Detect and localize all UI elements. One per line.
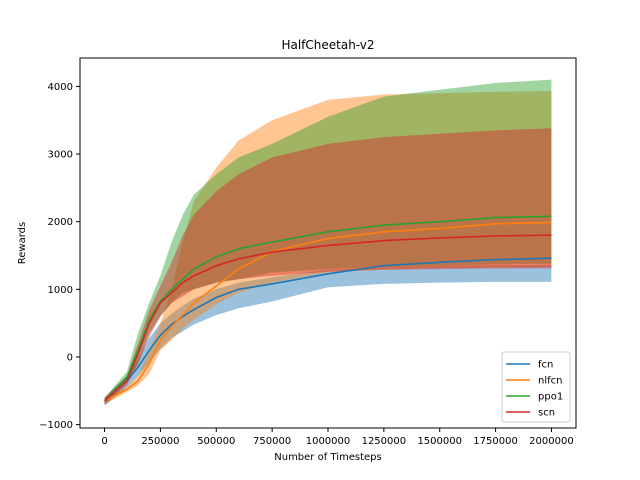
legend: fcn nlfcn ppo1 scn	[501, 351, 571, 423]
fcn-line	[104, 257, 552, 402]
y-tick-label: 3000	[48, 150, 73, 161]
x-tick-label: 1500000	[417, 436, 462, 447]
scn-band	[104, 128, 552, 405]
x-tick-label: 2000000	[529, 436, 574, 447]
y-axis-label: Rewards	[17, 222, 28, 264]
confidence-bands	[104, 79, 552, 406]
y-axis-ticks: −1000 0 1000 2000 3000 4000	[39, 82, 80, 431]
y-tick-label: 0	[67, 352, 73, 363]
x-tick-label: 750000	[253, 436, 291, 447]
x-tick-label: 1000000	[306, 436, 351, 447]
x-tick-label: 1750000	[473, 436, 518, 447]
series-lines	[104, 215, 552, 402]
fcn-band	[104, 265, 552, 406]
legend-label-nlfcn: nlfcn	[538, 376, 562, 387]
x-tick-label: 1250000	[362, 436, 407, 447]
y-tick-label: −1000	[39, 420, 73, 431]
x-tick-label: 500000	[197, 436, 235, 447]
y-tick-label: 1000	[48, 285, 73, 296]
y-tick-label: 4000	[48, 82, 73, 93]
nlfcn-band	[104, 91, 552, 405]
y-tick-label: 2000	[48, 217, 73, 228]
scn-line	[104, 234, 552, 402]
legend-label-fcn: fcn	[538, 360, 553, 371]
ppo1-band	[104, 79, 552, 405]
legend-label-ppo1: ppo1	[538, 392, 563, 403]
chart-title: HalfCheetah-v2	[281, 38, 374, 52]
legend-label-scn: scn	[538, 408, 555, 419]
ppo1-line	[104, 215, 552, 402]
nlfcn-line	[104, 221, 552, 402]
x-tick-label: 250000	[141, 436, 179, 447]
x-axis-ticks: 0 250000 500000 750000 1000000 1250000 1500000…	[101, 428, 574, 447]
x-tick-label: 0	[101, 436, 107, 447]
legend-box	[501, 351, 571, 423]
x-axis-label: Number of Timesteps	[274, 452, 381, 463]
